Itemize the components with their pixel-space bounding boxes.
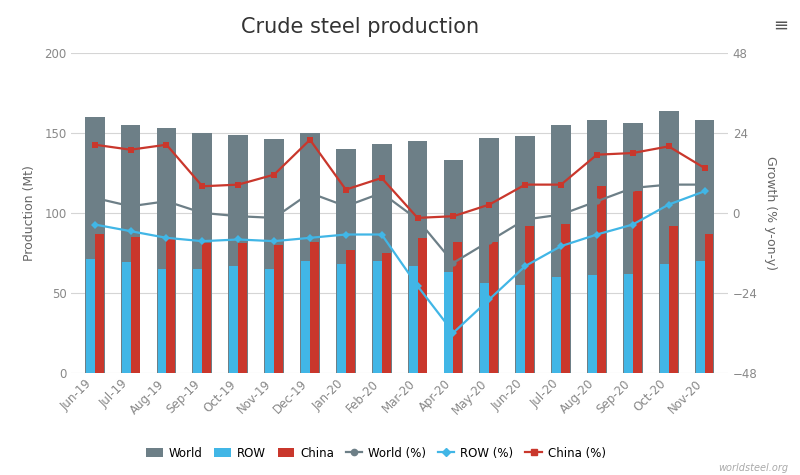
Legend: World, ROW, China, World (%), ROW (%), China (%): World, ROW, China, World (%), ROW (%), C… bbox=[142, 442, 610, 465]
Bar bbox=[658, 111, 678, 372]
Text: worldsteel.org: worldsteel.org bbox=[718, 463, 788, 473]
Bar bbox=[166, 238, 175, 372]
Bar bbox=[300, 133, 320, 372]
Bar bbox=[694, 120, 714, 372]
Bar bbox=[695, 261, 705, 372]
Bar bbox=[336, 149, 356, 372]
Bar bbox=[705, 234, 714, 372]
Bar bbox=[445, 272, 454, 372]
Bar bbox=[238, 243, 247, 372]
Bar bbox=[130, 237, 139, 372]
Bar bbox=[551, 125, 571, 372]
Bar bbox=[194, 269, 202, 372]
Text: ≡: ≡ bbox=[773, 17, 788, 35]
Bar bbox=[660, 264, 669, 372]
Bar bbox=[479, 138, 499, 372]
Bar bbox=[588, 275, 597, 372]
Bar bbox=[516, 285, 525, 372]
Y-axis label: Growth (% y-on-y): Growth (% y-on-y) bbox=[764, 156, 777, 270]
Text: Crude steel production: Crude steel production bbox=[241, 17, 479, 37]
Bar bbox=[193, 133, 212, 372]
Bar bbox=[122, 262, 130, 372]
Bar bbox=[597, 186, 606, 372]
Bar bbox=[587, 120, 606, 372]
Bar bbox=[561, 224, 570, 372]
Bar bbox=[372, 144, 391, 372]
Bar bbox=[624, 274, 633, 372]
Bar bbox=[202, 243, 211, 372]
Bar bbox=[264, 140, 284, 372]
Bar bbox=[490, 242, 498, 372]
Bar bbox=[525, 226, 534, 372]
Bar bbox=[121, 125, 141, 372]
Bar bbox=[443, 160, 463, 372]
Bar bbox=[623, 124, 642, 372]
Bar bbox=[274, 245, 283, 372]
Bar bbox=[230, 266, 238, 372]
Bar bbox=[418, 238, 426, 372]
Bar bbox=[408, 141, 427, 372]
Bar bbox=[515, 136, 535, 372]
Bar bbox=[265, 269, 274, 372]
Bar bbox=[85, 117, 105, 372]
Bar bbox=[301, 261, 310, 372]
Bar bbox=[552, 277, 561, 372]
Bar bbox=[158, 269, 166, 372]
Bar bbox=[86, 259, 94, 372]
Bar bbox=[480, 283, 490, 372]
Bar bbox=[337, 264, 346, 372]
Bar bbox=[409, 266, 418, 372]
Bar bbox=[228, 135, 248, 372]
Y-axis label: Production (Mt): Production (Mt) bbox=[23, 165, 36, 261]
Bar bbox=[346, 249, 354, 372]
Bar bbox=[633, 190, 642, 372]
Bar bbox=[373, 261, 382, 372]
Bar bbox=[669, 226, 678, 372]
Bar bbox=[310, 242, 319, 372]
Bar bbox=[157, 128, 176, 372]
Bar bbox=[382, 253, 390, 372]
Bar bbox=[94, 234, 104, 372]
Bar bbox=[454, 242, 462, 372]
